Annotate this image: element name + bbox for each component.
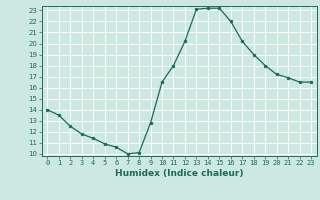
X-axis label: Humidex (Indice chaleur): Humidex (Indice chaleur) bbox=[115, 169, 244, 178]
